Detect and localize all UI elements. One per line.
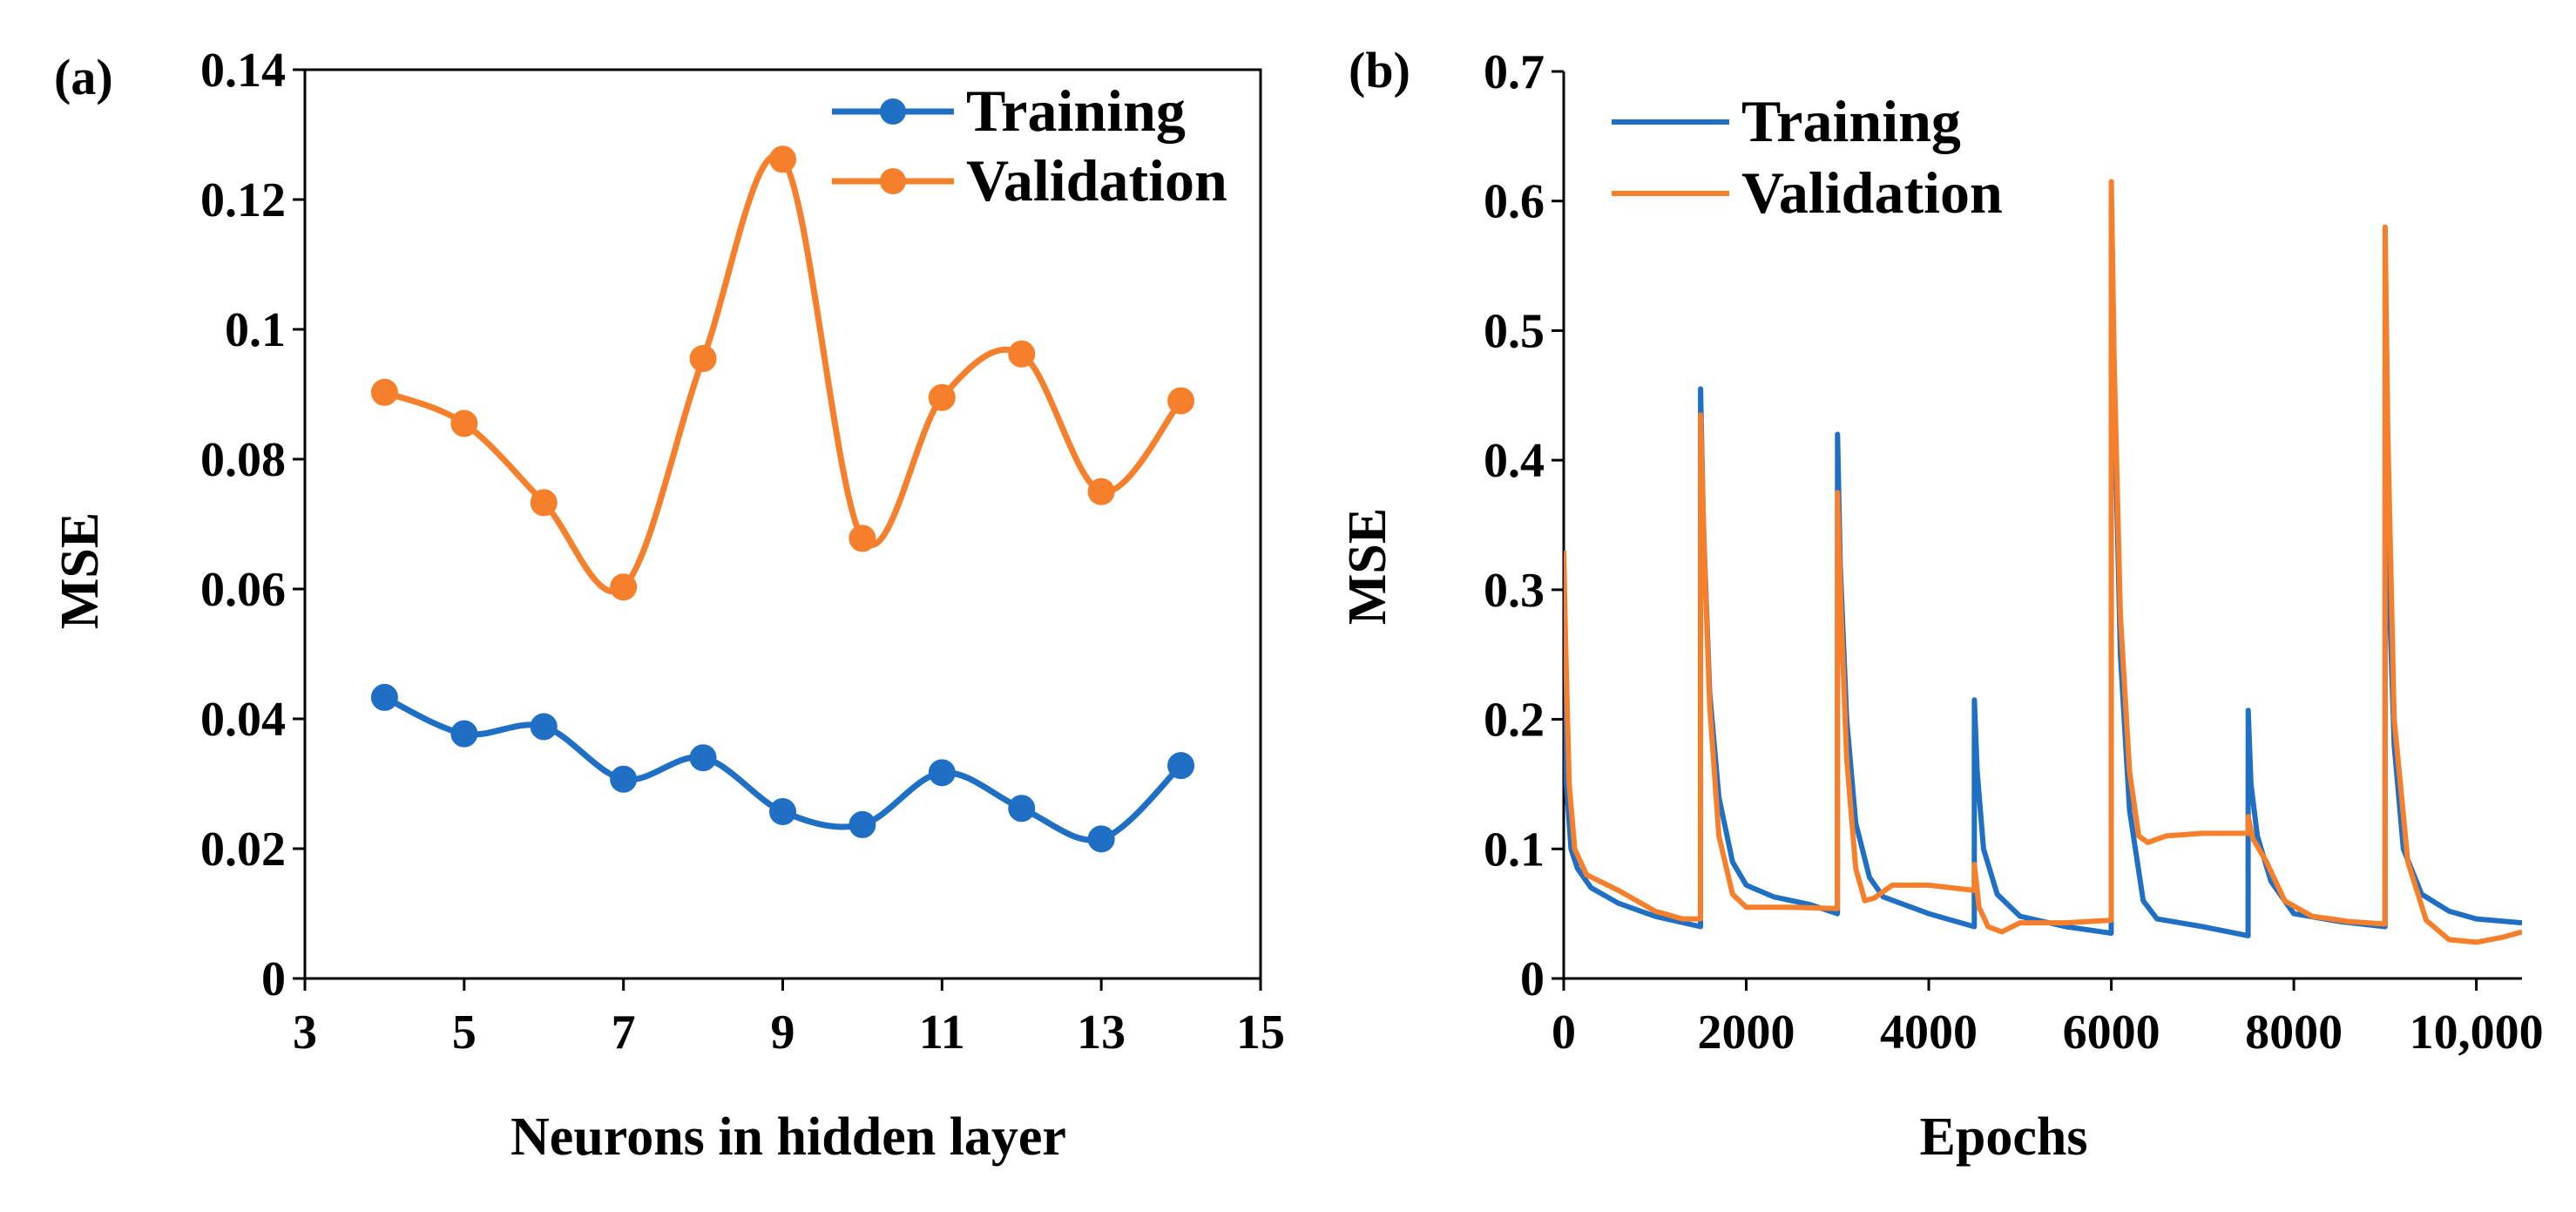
- x-tick-label: 9: [771, 1005, 795, 1060]
- y-tick-label: 0: [1520, 952, 1545, 1006]
- y-tick-label: 0: [261, 952, 286, 1006]
- data-point-validation: [1087, 477, 1115, 505]
- data-point-validation: [928, 383, 956, 411]
- x-tick-label: 2000: [1698, 1005, 1795, 1060]
- legend-marker-training: [880, 98, 906, 125]
- data-point-training: [370, 683, 398, 711]
- series-line-validation: [1564, 179, 2522, 945]
- x-tick-label: 8000: [2245, 1005, 2343, 1060]
- x-tick-label: 0: [1552, 1005, 1576, 1060]
- panel-b-plot: 0 0.1 0.2 0.3 0.4 0.5 0.6 0.7 0 2000 4000 6000 8000 1…: [1484, 45, 2544, 1060]
- data-point-training: [1167, 752, 1195, 780]
- data-point-training: [610, 765, 638, 793]
- y-tick-label: 0.06: [200, 563, 286, 617]
- data-point-training: [928, 759, 956, 787]
- data-point-training: [530, 713, 558, 741]
- data-point-training: [1008, 795, 1036, 823]
- y-tick-label: 0.1: [225, 303, 286, 357]
- x-tick-label: 3: [293, 1005, 317, 1060]
- data-point-training: [1087, 825, 1115, 853]
- legend-label-training: Training: [1741, 88, 1961, 154]
- data-point-validation: [370, 378, 398, 406]
- series-line-validation: [383, 152, 1184, 595]
- legend-marker-validation: [880, 168, 906, 194]
- data-point-validation: [849, 525, 876, 552]
- data-point-validation: [610, 573, 638, 601]
- x-tick-label: 5: [452, 1005, 477, 1060]
- data-point-training: [769, 798, 796, 826]
- panel-b-x-axis-label: Epochs: [1920, 1107, 2088, 1167]
- legend-label-validation: Validation: [1741, 159, 2003, 226]
- data-point-validation: [450, 410, 478, 437]
- panel-b-y-axis-label: MSE: [1338, 508, 1397, 625]
- y-tick-label: 0.14: [200, 44, 286, 98]
- data-point-validation: [689, 345, 717, 373]
- x-tick-label: 6000: [2063, 1005, 2160, 1060]
- y-tick-label: 0.7: [1484, 45, 1545, 99]
- panel-a-x-axis-label: Neurons in hidden layer: [510, 1107, 1066, 1167]
- data-point-validation: [1167, 387, 1195, 415]
- legend-label-validation: Validation: [966, 147, 1227, 213]
- x-tick-label: 7: [612, 1005, 636, 1060]
- x-tick-label: 11: [919, 1005, 965, 1060]
- x-tick-label: 4000: [1880, 1005, 1978, 1060]
- x-tick-label: 13: [1077, 1005, 1126, 1060]
- panel-a-label: (a): [54, 49, 113, 105]
- x-tick-label: 10,000: [2410, 1005, 2544, 1060]
- y-tick-label: 0.3: [1484, 564, 1545, 618]
- y-tick-label: 0.04: [200, 693, 286, 747]
- y-tick-label: 0.6: [1484, 175, 1545, 229]
- data-point-training: [689, 744, 717, 772]
- y-tick-label: 0.5: [1484, 304, 1545, 358]
- data-point-training: [849, 810, 876, 838]
- data-point-validation: [530, 489, 558, 517]
- series-validation: [1564, 179, 2522, 945]
- panel-b-label: (b): [1349, 42, 1410, 98]
- panel-a-plot: 0 0.02 0.04 0.06 0.08 0.1 0.12 0.14 3 5 7 9 11 13 15 Tr…: [200, 44, 1285, 1060]
- y-tick-label: 0.12: [200, 173, 286, 227]
- data-point-training: [450, 720, 478, 748]
- data-point-validation: [769, 146, 796, 173]
- y-tick-label: 0.02: [200, 823, 286, 877]
- y-tick-label: 0.08: [200, 433, 286, 487]
- y-tick-label: 0.4: [1484, 434, 1545, 488]
- series-validation: [383, 152, 1184, 595]
- data-point-validation: [1008, 340, 1036, 368]
- panel-a-y-axis-label: MSE: [51, 512, 110, 629]
- y-tick-label: 0.2: [1484, 694, 1545, 748]
- y-tick-label: 0.1: [1484, 823, 1545, 877]
- legend-label-training: Training: [966, 78, 1186, 144]
- x-tick-label: 15: [1236, 1005, 1285, 1060]
